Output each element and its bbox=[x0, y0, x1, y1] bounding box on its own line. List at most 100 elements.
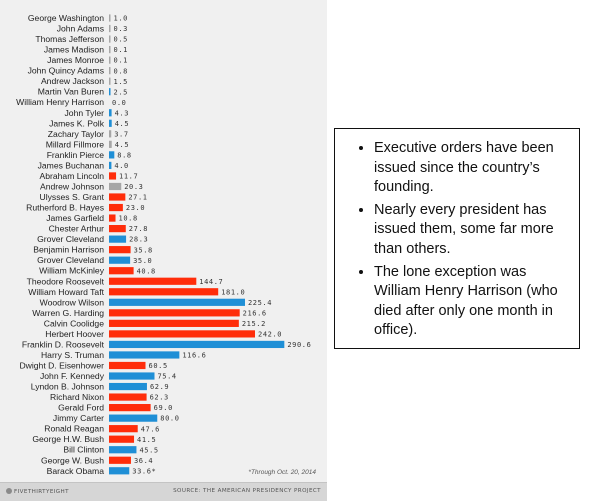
president-label: George H.W. Bush bbox=[32, 434, 104, 444]
president-label: Martin Van Buren bbox=[38, 87, 104, 97]
footer-source: SOURCE: THE AMERICAN PRESIDENCY PROJECT bbox=[173, 488, 321, 494]
president-label: Andrew Johnson bbox=[40, 181, 104, 191]
bar bbox=[109, 340, 285, 349]
value-label: 8.8 bbox=[117, 151, 131, 159]
bar bbox=[109, 393, 147, 401]
footer-brand: FIVETHIRTYEIGHT bbox=[6, 488, 69, 495]
chart-footer: FIVETHIRTYEIGHT SOURCE: THE AMERICAN PRE… bbox=[0, 482, 327, 501]
bar bbox=[109, 77, 111, 85]
president-label: Franklin Pierce bbox=[47, 150, 105, 160]
bar bbox=[109, 382, 147, 391]
bar bbox=[109, 172, 117, 180]
president-label: Benjamin Harrison bbox=[33, 245, 104, 255]
value-label: 3.7 bbox=[114, 130, 128, 138]
bar bbox=[109, 130, 112, 138]
president-label: Abraham Lincoln bbox=[40, 171, 105, 181]
value-label: 216.6 bbox=[243, 309, 267, 317]
president-label: James Buchanan bbox=[38, 160, 105, 170]
bar bbox=[109, 119, 112, 127]
bar bbox=[109, 267, 134, 275]
president-label: Franklin D. Roosevelt bbox=[22, 339, 105, 349]
bar bbox=[109, 309, 240, 317]
bar bbox=[109, 256, 131, 264]
president-label: Theodore Roosevelt bbox=[27, 276, 105, 286]
value-label: 62.9 bbox=[150, 383, 169, 391]
bar bbox=[109, 446, 137, 454]
value-label: 144.7 bbox=[199, 278, 223, 286]
president-label: George Washington bbox=[28, 13, 104, 23]
president-label: Lyndon B. Johnson bbox=[31, 382, 104, 392]
president-label: John F. Kennedy bbox=[40, 371, 105, 381]
value-label: 41.5 bbox=[137, 436, 156, 444]
bar bbox=[109, 161, 112, 170]
value-label: 4.3 bbox=[115, 109, 129, 117]
value-label: 45.5 bbox=[139, 446, 158, 454]
bar bbox=[109, 35, 111, 43]
value-label: 23.0 bbox=[126, 204, 145, 212]
bar bbox=[109, 151, 115, 159]
president-label: James Garfield bbox=[46, 213, 104, 223]
value-label: 2.5 bbox=[114, 88, 128, 96]
president-label: Calvin Coolidge bbox=[44, 318, 104, 328]
president-label: Andrew Jackson bbox=[41, 76, 104, 86]
value-label: 27.8 bbox=[129, 225, 148, 233]
president-label: Dwight D. Eisenhower bbox=[19, 360, 104, 370]
president-label: Gerald Ford bbox=[58, 403, 104, 413]
bar bbox=[109, 14, 111, 22]
bar bbox=[109, 109, 112, 117]
bar bbox=[109, 456, 131, 464]
bar bbox=[109, 203, 123, 212]
value-label: 35.8 bbox=[134, 246, 153, 254]
bar bbox=[109, 235, 127, 243]
bar bbox=[109, 140, 112, 148]
bar bbox=[109, 467, 130, 475]
footer-brand-text: FIVETHIRTYEIGHT bbox=[14, 489, 69, 495]
value-label: 4.5 bbox=[115, 120, 129, 128]
value-label: 69.0 bbox=[154, 404, 173, 412]
bar bbox=[109, 425, 138, 433]
note-bullet-3: The lone exception was William Henry Har… bbox=[374, 263, 571, 341]
bar bbox=[109, 319, 239, 327]
president-label: James Madison bbox=[44, 45, 104, 55]
brand-logo-icon bbox=[6, 488, 12, 494]
value-label: 225.4 bbox=[248, 299, 272, 307]
chart-footnote: *Through Oct. 20, 2014 bbox=[248, 469, 316, 476]
president-label: Bill Clinton bbox=[63, 445, 104, 455]
value-label: 290.6 bbox=[287, 341, 311, 349]
president-label: Millard Fillmore bbox=[46, 139, 104, 149]
bar bbox=[109, 182, 122, 191]
value-label: 0.8 bbox=[114, 67, 128, 75]
president-label: Thomas Jefferson bbox=[35, 34, 104, 44]
value-label: 47.6 bbox=[141, 425, 160, 433]
bar bbox=[109, 214, 116, 222]
president-label: James Monroe bbox=[47, 55, 104, 65]
president-label: William Henry Harrison bbox=[16, 97, 104, 107]
value-label: 10.8 bbox=[119, 215, 138, 223]
bar bbox=[109, 298, 245, 306]
president-label: John Tyler bbox=[65, 108, 105, 118]
president-label: Harry S. Truman bbox=[41, 350, 104, 360]
president-label: Herbert Hoover bbox=[45, 329, 104, 339]
bar bbox=[109, 361, 146, 370]
president-label: Warren G. Harding bbox=[32, 308, 104, 318]
bar bbox=[109, 88, 111, 96]
president-label: John Quincy Adams bbox=[28, 66, 104, 76]
president-label: Ulysses S. Grant bbox=[40, 192, 105, 202]
president-label: Grover Cleveland bbox=[37, 234, 104, 244]
value-label: 0.1 bbox=[114, 46, 128, 54]
notes-box: Executive orders have been issued since … bbox=[334, 128, 580, 349]
value-label: 60.5 bbox=[149, 362, 168, 370]
value-label: 1.0 bbox=[114, 15, 128, 23]
value-label: 181.0 bbox=[221, 288, 245, 296]
value-label: 40.8 bbox=[137, 267, 156, 275]
president-label: John Adams bbox=[57, 24, 104, 34]
bar bbox=[109, 288, 219, 296]
value-label: 80.0 bbox=[160, 415, 179, 423]
president-label: Richard Nixon bbox=[50, 392, 104, 402]
bar bbox=[109, 67, 111, 75]
bar bbox=[109, 404, 151, 412]
bar bbox=[109, 330, 256, 338]
president-label: Chester Arthur bbox=[49, 224, 105, 234]
president-label: Jimmy Carter bbox=[53, 413, 104, 423]
chart-panel: George Washington 1.0 John Adams 0.3 Thomas … bbox=[0, 0, 327, 501]
